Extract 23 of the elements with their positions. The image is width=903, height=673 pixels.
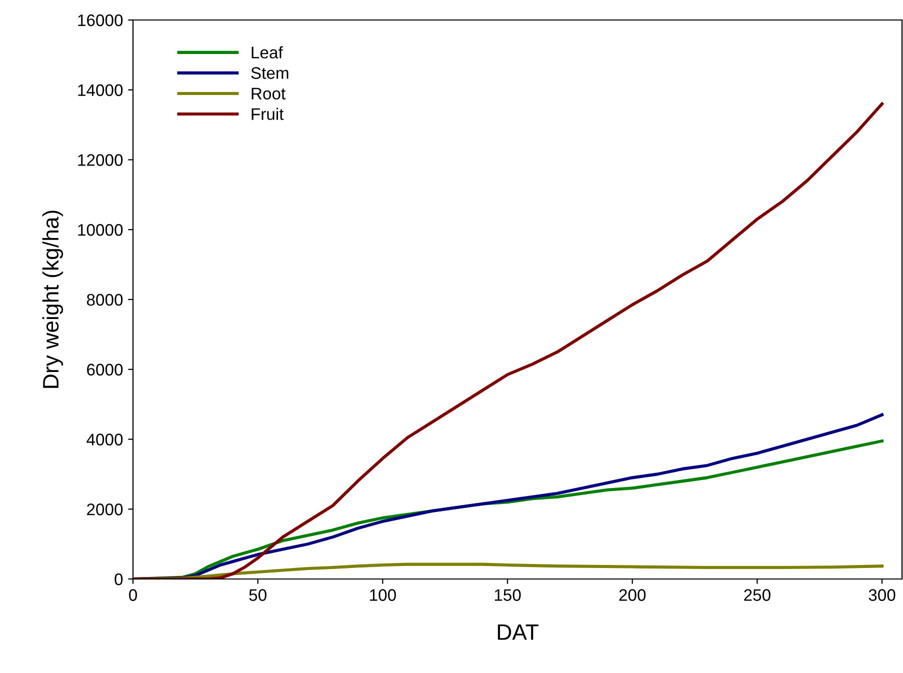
y-tick-label: 8000: [86, 294, 123, 306]
legend-label: Stem: [251, 67, 288, 79]
x-tick-label: 200: [619, 589, 646, 601]
y-tick-label: 16000: [78, 14, 123, 26]
x-tick-label: 150: [494, 589, 521, 601]
y-axis-title: Dry weight (kg/ha): [42, 210, 64, 388]
y-tick-label: 0: [114, 573, 123, 586]
x-tick-label: 300: [868, 589, 896, 601]
legend-label: Fruit: [252, 108, 284, 120]
x-tick-label: 100: [370, 589, 396, 601]
y-tick-label: 12000: [78, 154, 123, 166]
y-tick-label: 10000: [78, 224, 123, 236]
x-tick-label: 0: [129, 589, 137, 601]
y-tick-label: 2000: [87, 504, 123, 516]
x-axis-title: DAT: [498, 624, 538, 640]
y-tick-label: 6000: [87, 364, 123, 376]
y-tick-label: 4000: [86, 434, 123, 446]
line-series: [133, 102, 884, 579]
y-tick-label: 14000: [78, 84, 123, 96]
legend-label: Root: [252, 88, 286, 100]
x-tick-label: 250: [744, 589, 770, 601]
x-tick-label: 50: [249, 589, 266, 601]
legend-label: Leaf: [252, 46, 283, 58]
